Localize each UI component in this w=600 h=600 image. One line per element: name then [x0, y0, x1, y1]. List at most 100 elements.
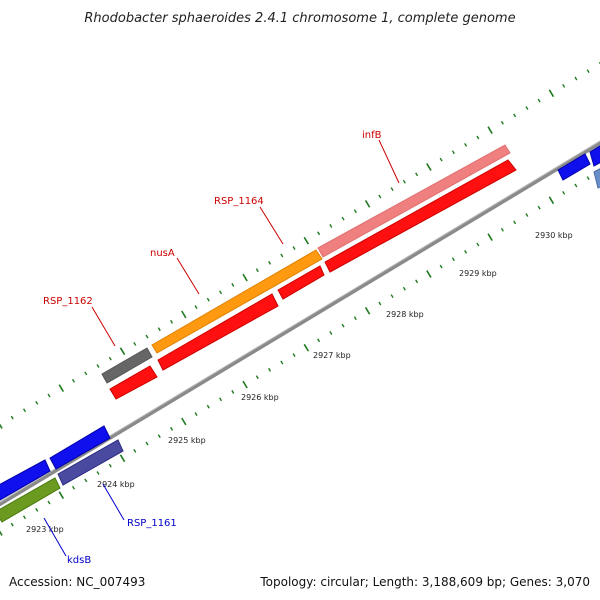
scale-tick — [71, 378, 76, 383]
scale-tick — [292, 353, 296, 357]
scale-tick — [84, 478, 88, 483]
scale-tick — [513, 113, 517, 118]
gene-red-1[interactable] — [324, 159, 517, 273]
scale-tick — [96, 364, 100, 368]
tick-track-upper — [0, 61, 600, 429]
scale-tick — [317, 231, 321, 236]
scale-tick — [329, 224, 333, 228]
scale-tick — [378, 194, 382, 199]
scale-tick — [206, 297, 210, 302]
scale-tick — [329, 331, 333, 335]
label-RSP_1162: RSP_1162 — [43, 296, 93, 307]
scale-tick — [58, 491, 65, 499]
gene-blue-topright-2[interactable] — [589, 143, 600, 167]
gene-blue-lowerleft-2[interactable] — [0, 459, 51, 501]
scale-tick — [47, 500, 51, 505]
scale-tick — [402, 179, 406, 184]
scale-tick — [181, 310, 187, 319]
leader-RSP_1164 — [259, 206, 284, 245]
scale-tick — [364, 307, 371, 315]
scale-tick — [194, 412, 198, 416]
scale-tick — [108, 463, 112, 468]
scale-tick — [194, 305, 198, 309]
scale-tick — [255, 268, 259, 273]
scale-tick — [562, 83, 566, 88]
leader-nusA — [176, 257, 200, 295]
scale-tick — [133, 342, 137, 346]
tick-label-2923: 2923 kbp — [26, 525, 64, 534]
scale-tick — [500, 227, 504, 232]
tick-label-2926: 2926 kbp — [241, 393, 279, 402]
scale-tick — [574, 76, 578, 81]
leader-kdsB — [43, 517, 67, 557]
scale-tick — [219, 397, 223, 402]
scale-tick — [390, 187, 394, 192]
scale-tick — [170, 319, 174, 324]
scale-tick — [415, 172, 419, 177]
gene-red-4[interactable] — [109, 365, 158, 400]
scale-tick — [22, 515, 27, 520]
gene-blue-topright-1[interactable] — [557, 153, 591, 181]
scale-tick — [525, 106, 529, 110]
gene-nusA[interactable] — [151, 249, 323, 354]
scale-tick — [280, 253, 284, 258]
scale-tick — [487, 233, 493, 241]
scale-tick — [353, 316, 357, 321]
scale-tick — [47, 393, 51, 398]
label-RSP_1164: RSP_1164 — [214, 196, 264, 207]
scale-tick — [242, 380, 248, 389]
scale-tick — [181, 417, 187, 426]
scale-tick — [487, 126, 493, 134]
scale-tick — [464, 142, 468, 147]
scale-tick — [255, 375, 259, 380]
gene-kdsB[interactable] — [0, 477, 61, 523]
scale-tick — [71, 485, 76, 490]
scale-tick — [10, 522, 14, 527]
label-kdsB: kdsB — [67, 555, 91, 566]
gene-RSP_1161[interactable] — [57, 439, 124, 486]
scale-tick — [145, 334, 149, 339]
scale-tick — [292, 246, 296, 250]
scale-tick — [548, 196, 555, 205]
scale-tick — [219, 290, 223, 295]
leader-RSP_1161 — [102, 483, 125, 521]
gene-RSP_1162[interactable] — [101, 347, 153, 384]
gene-blue-lowerleft-1[interactable] — [49, 425, 111, 470]
scale-tick — [0, 530, 3, 536]
scale-tick — [96, 471, 100, 475]
scale-tick — [119, 347, 126, 356]
scale-tick — [586, 69, 590, 74]
tick-label-2930: 2930 kbp — [535, 231, 573, 240]
scale-tick — [280, 360, 284, 365]
scale-tick — [426, 270, 432, 278]
gene-red-2[interactable] — [277, 265, 325, 300]
scale-tick — [206, 404, 210, 409]
scale-tick — [231, 390, 235, 394]
tick-label-2925: 2925 kbp — [168, 436, 206, 445]
scale-tick — [353, 209, 357, 214]
chromosome-backbone — [0, 140, 600, 507]
scale-tick — [58, 384, 65, 392]
scale-tick — [476, 242, 480, 247]
tick-label-2924: 2924 kbp — [97, 480, 135, 489]
gene-red-3[interactable] — [157, 293, 279, 371]
tick-label-2929: 2929 kbp — [459, 269, 497, 278]
scale-tick — [364, 200, 371, 208]
scale-tick — [303, 343, 310, 352]
scale-tick — [513, 220, 517, 225]
tick-label-2928: 2928 kbp — [386, 310, 424, 319]
scale-tick — [537, 98, 541, 103]
gene-steel-topright[interactable] — [593, 166, 600, 189]
accession-text: Accession: NC_007493 — [9, 575, 145, 589]
scale-tick — [537, 205, 541, 210]
leader-RSP_1162 — [91, 306, 116, 347]
scale-tick — [145, 441, 149, 446]
scale-tick — [451, 257, 455, 262]
tick-label-2927: 2927 kbp — [313, 351, 351, 360]
scale-tick — [35, 400, 39, 405]
scale-tick — [84, 371, 88, 376]
scale-tick — [170, 426, 174, 431]
scale-tick — [426, 163, 432, 171]
gene-infB[interactable] — [317, 144, 511, 258]
scale-tick — [439, 264, 443, 269]
